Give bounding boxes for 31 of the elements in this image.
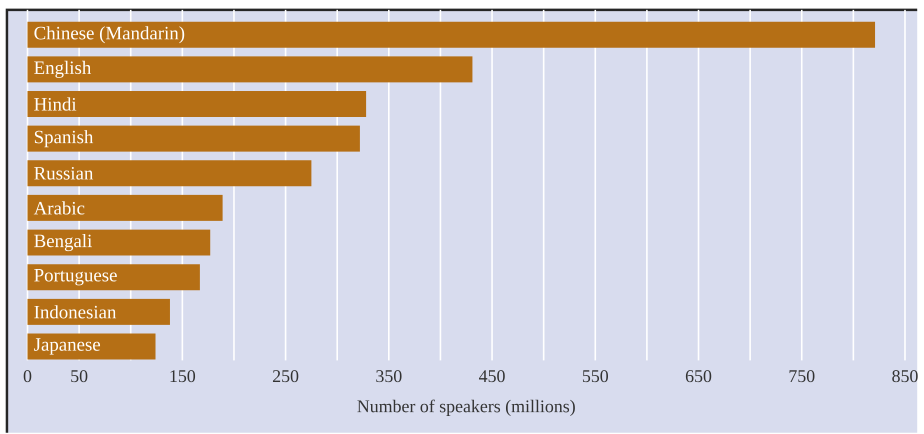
bar [28, 298, 170, 325]
y-tick-label: Arabic [34, 201, 84, 215]
bar [28, 333, 156, 360]
x-tick-label: 0 [24, 370, 32, 382]
x-tick-label: 350 [376, 370, 402, 382]
bar [28, 194, 223, 221]
y-tick-label: Bengali [34, 234, 92, 252]
bar [28, 56, 472, 82]
x-axis-title: Number of speakers (millions) [357, 400, 575, 416]
y-tick-label: Indonesian [34, 305, 116, 318]
bar [28, 91, 366, 117]
x-tick-label: 50 [71, 370, 88, 382]
x-tick-label: 750 [790, 370, 814, 382]
x-tick-label: 650 [686, 370, 712, 382]
y-tick-label: Portuguese [34, 268, 117, 286]
x-tick-label: 450 [478, 370, 505, 382]
x-tick-label: 250 [272, 370, 298, 382]
y-tick-label: English [34, 60, 92, 78]
x-tick-label: 150 [170, 370, 196, 382]
x-tick-label: 850 [892, 370, 918, 382]
y-tick-label: Chinese (Mandarin) [34, 26, 184, 44]
bar [28, 264, 200, 290]
y-tick-label: Hindi [34, 97, 76, 111]
bar [28, 126, 360, 152]
y-tick-label: Russian [34, 166, 94, 180]
bar [28, 230, 210, 256]
bar [28, 22, 876, 48]
y-tick-label: Japanese [34, 338, 100, 355]
y-tick-label: Spanish [34, 130, 94, 148]
bar [28, 160, 312, 186]
x-tick-label: 550 [582, 370, 608, 382]
